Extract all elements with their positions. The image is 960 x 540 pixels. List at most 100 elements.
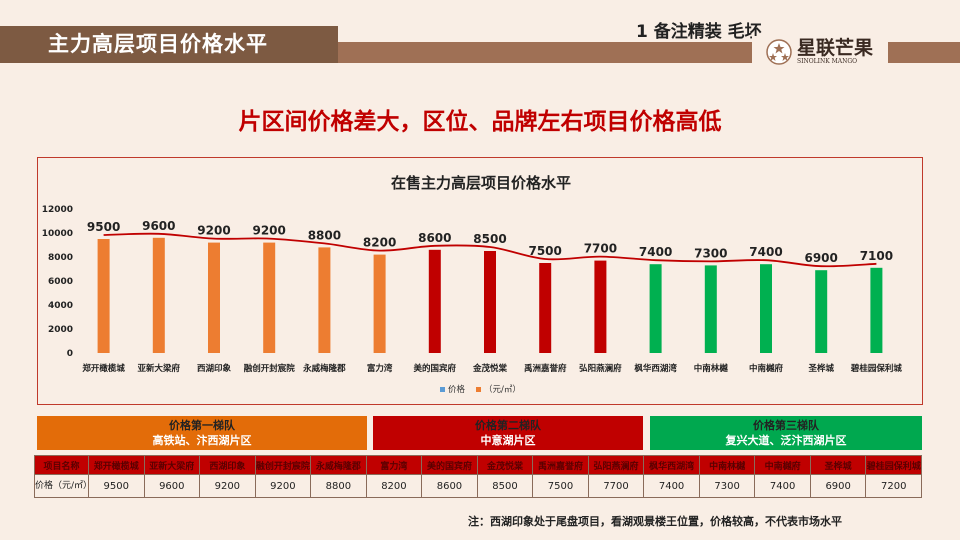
table-price-cell: 7200 — [865, 474, 922, 498]
x-tick-label: 圣桦城 — [807, 363, 834, 374]
header-note: 1 备注精装 毛坯 — [636, 22, 762, 42]
x-tick-label: 中南樾府 — [749, 363, 784, 374]
bar — [484, 251, 496, 353]
table-price-cell: 8600 — [421, 474, 478, 498]
data-label: 9600 — [142, 219, 175, 233]
tier-title: 价格第二梯队 — [475, 419, 541, 432]
x-tick-label: 枫华西湖湾 — [634, 363, 677, 374]
x-tick-label: 融创开封宸院 — [244, 363, 296, 374]
data-label: 7300 — [694, 246, 727, 260]
bar — [318, 247, 331, 353]
bar — [760, 264, 772, 353]
price-table: 项目名称 郑开橄榄城 亚新大梁府 西湖印象 融创开封宸院 永威梅隆郡 富力湾 美的国宾府 金茂悦… — [34, 455, 922, 498]
y-tick-label: 2000 — [48, 325, 73, 335]
bar — [815, 270, 828, 353]
table-header-cell: 融创开封宸院 — [254, 455, 312, 475]
y-tick-label: 12000 — [42, 205, 73, 215]
bar — [152, 237, 165, 353]
x-tick-label: 永威梅隆郡 — [302, 363, 346, 374]
table-header-cell: 弘阳燕澜府 — [587, 455, 645, 475]
table-header-cell: 金茂悦棠 — [476, 455, 534, 475]
x-tick-label: 美的国宾府 — [414, 363, 457, 374]
table-row-label: 价格（元/㎡） — [34, 474, 92, 498]
data-label: 8800 — [308, 228, 341, 242]
x-tick-label: 碧桂园保利城 — [850, 363, 903, 374]
table-header-cell: 永威梅隆郡 — [310, 455, 367, 475]
table-header-cell: 亚新大梁府 — [143, 455, 201, 475]
bar — [208, 242, 220, 353]
bar — [373, 254, 386, 353]
table-header-cell: 禹洲嘉誉府 — [532, 455, 589, 475]
star-ball-icon — [766, 39, 792, 65]
table-price-cell: 9500 — [88, 474, 145, 498]
tier-area: 复兴大道、泛汴西湖片区 — [725, 434, 847, 447]
table-price-cell: 9200 — [254, 474, 312, 498]
table-price-cell: 7500 — [532, 474, 589, 498]
bar — [539, 263, 552, 353]
table-price-cell: 7400 — [754, 474, 811, 498]
tier-title: 价格第三梯队 — [753, 419, 819, 432]
legend-label: 价格 — [448, 384, 466, 395]
page-title: 主力高层项目价格水平 — [0, 26, 338, 63]
y-tick-label: 10000 — [42, 229, 73, 239]
x-tick-label: 西湖印象 — [197, 363, 232, 374]
table-price-cell: 7300 — [698, 474, 756, 498]
table-price-cell: 9200 — [199, 474, 256, 498]
bar — [704, 265, 717, 353]
logo-subtext: SINOLINK MANGO — [797, 58, 858, 65]
y-tick-label: 8000 — [48, 253, 73, 263]
data-label: 9200 — [197, 224, 230, 238]
x-tick-label: 郑开橄榄城 — [82, 363, 125, 374]
table-header-cell: 碧桂园保利城 — [865, 455, 922, 475]
tier-title: 价格第一梯队 — [169, 419, 235, 432]
x-tick-label: 弘阳燕澜府 — [579, 363, 622, 374]
data-label: 7500 — [528, 244, 561, 258]
data-label: 6900 — [804, 251, 837, 265]
legend-label: （元/㎡） — [484, 384, 521, 395]
legend-swatch — [476, 387, 481, 392]
tier-banner: 价格第一梯队高铁站、汴西湖片区 — [37, 416, 367, 450]
tier-area: 中意湖片区 — [480, 434, 536, 447]
data-label: 7100 — [860, 249, 893, 263]
table-header-cell: 郑开橄榄城 — [88, 455, 145, 475]
table-header-cell: 中南林樾 — [698, 455, 756, 475]
table-price-cell: 7400 — [643, 474, 700, 498]
chart-title: 在售主力高层项目价格水平 — [391, 174, 571, 192]
table-header-cell: 美的国宾府 — [421, 455, 478, 475]
table-header-cell: 枫华西湖湾 — [643, 455, 700, 475]
bar — [870, 267, 883, 353]
price-chart: 在售主力高层项目价格水平 0 2000 4000 6000 8000 10000 12000 9… — [42, 174, 903, 395]
bar — [594, 260, 607, 353]
tier-area: 高铁站、汴西湖片区 — [152, 434, 252, 447]
data-label: 8200 — [363, 236, 396, 250]
data-label: 7700 — [584, 242, 617, 256]
table-price-cell: 8500 — [476, 474, 534, 498]
tier-banner: 价格第三梯队复兴大道、泛汴西湖片区 — [650, 416, 922, 450]
x-tick-label: 金茂悦棠 — [472, 363, 508, 374]
chart-container: 在售主力高层项目价格水平 0 2000 4000 6000 8000 10000 12000 9… — [37, 157, 923, 405]
table-price-cell: 9600 — [143, 474, 201, 498]
bar — [428, 249, 441, 353]
table-header-cell: 中南樾府 — [754, 455, 811, 475]
bar — [649, 264, 662, 353]
table-header-cell: 富力湾 — [365, 455, 423, 475]
y-tick-label: 4000 — [48, 301, 73, 311]
table-price-cell: 8800 — [310, 474, 367, 498]
data-label: 8500 — [473, 232, 506, 246]
headline: 片区间价格差大，区位、品牌左右项目价格高低 — [238, 109, 722, 135]
data-label: 9200 — [252, 224, 285, 238]
logo: 星联芒果 SINOLINK MANGO — [752, 36, 888, 68]
data-label: 7400 — [639, 245, 672, 259]
x-tick-label: 富力湾 — [367, 363, 393, 374]
table-header-cell: 西湖印象 — [199, 455, 256, 475]
table-price-cell: 6900 — [809, 474, 867, 498]
table-header-label: 项目名称 — [34, 455, 89, 475]
table-price-cell: 7700 — [587, 474, 645, 498]
table-header-cell: 圣桦城 — [809, 455, 867, 475]
data-label: 9500 — [87, 220, 120, 234]
data-label: 8600 — [418, 231, 451, 245]
data-label: 7400 — [749, 245, 782, 259]
trendline — [103, 232, 877, 268]
legend-swatch — [440, 387, 445, 392]
y-tick-label: 6000 — [48, 277, 73, 287]
